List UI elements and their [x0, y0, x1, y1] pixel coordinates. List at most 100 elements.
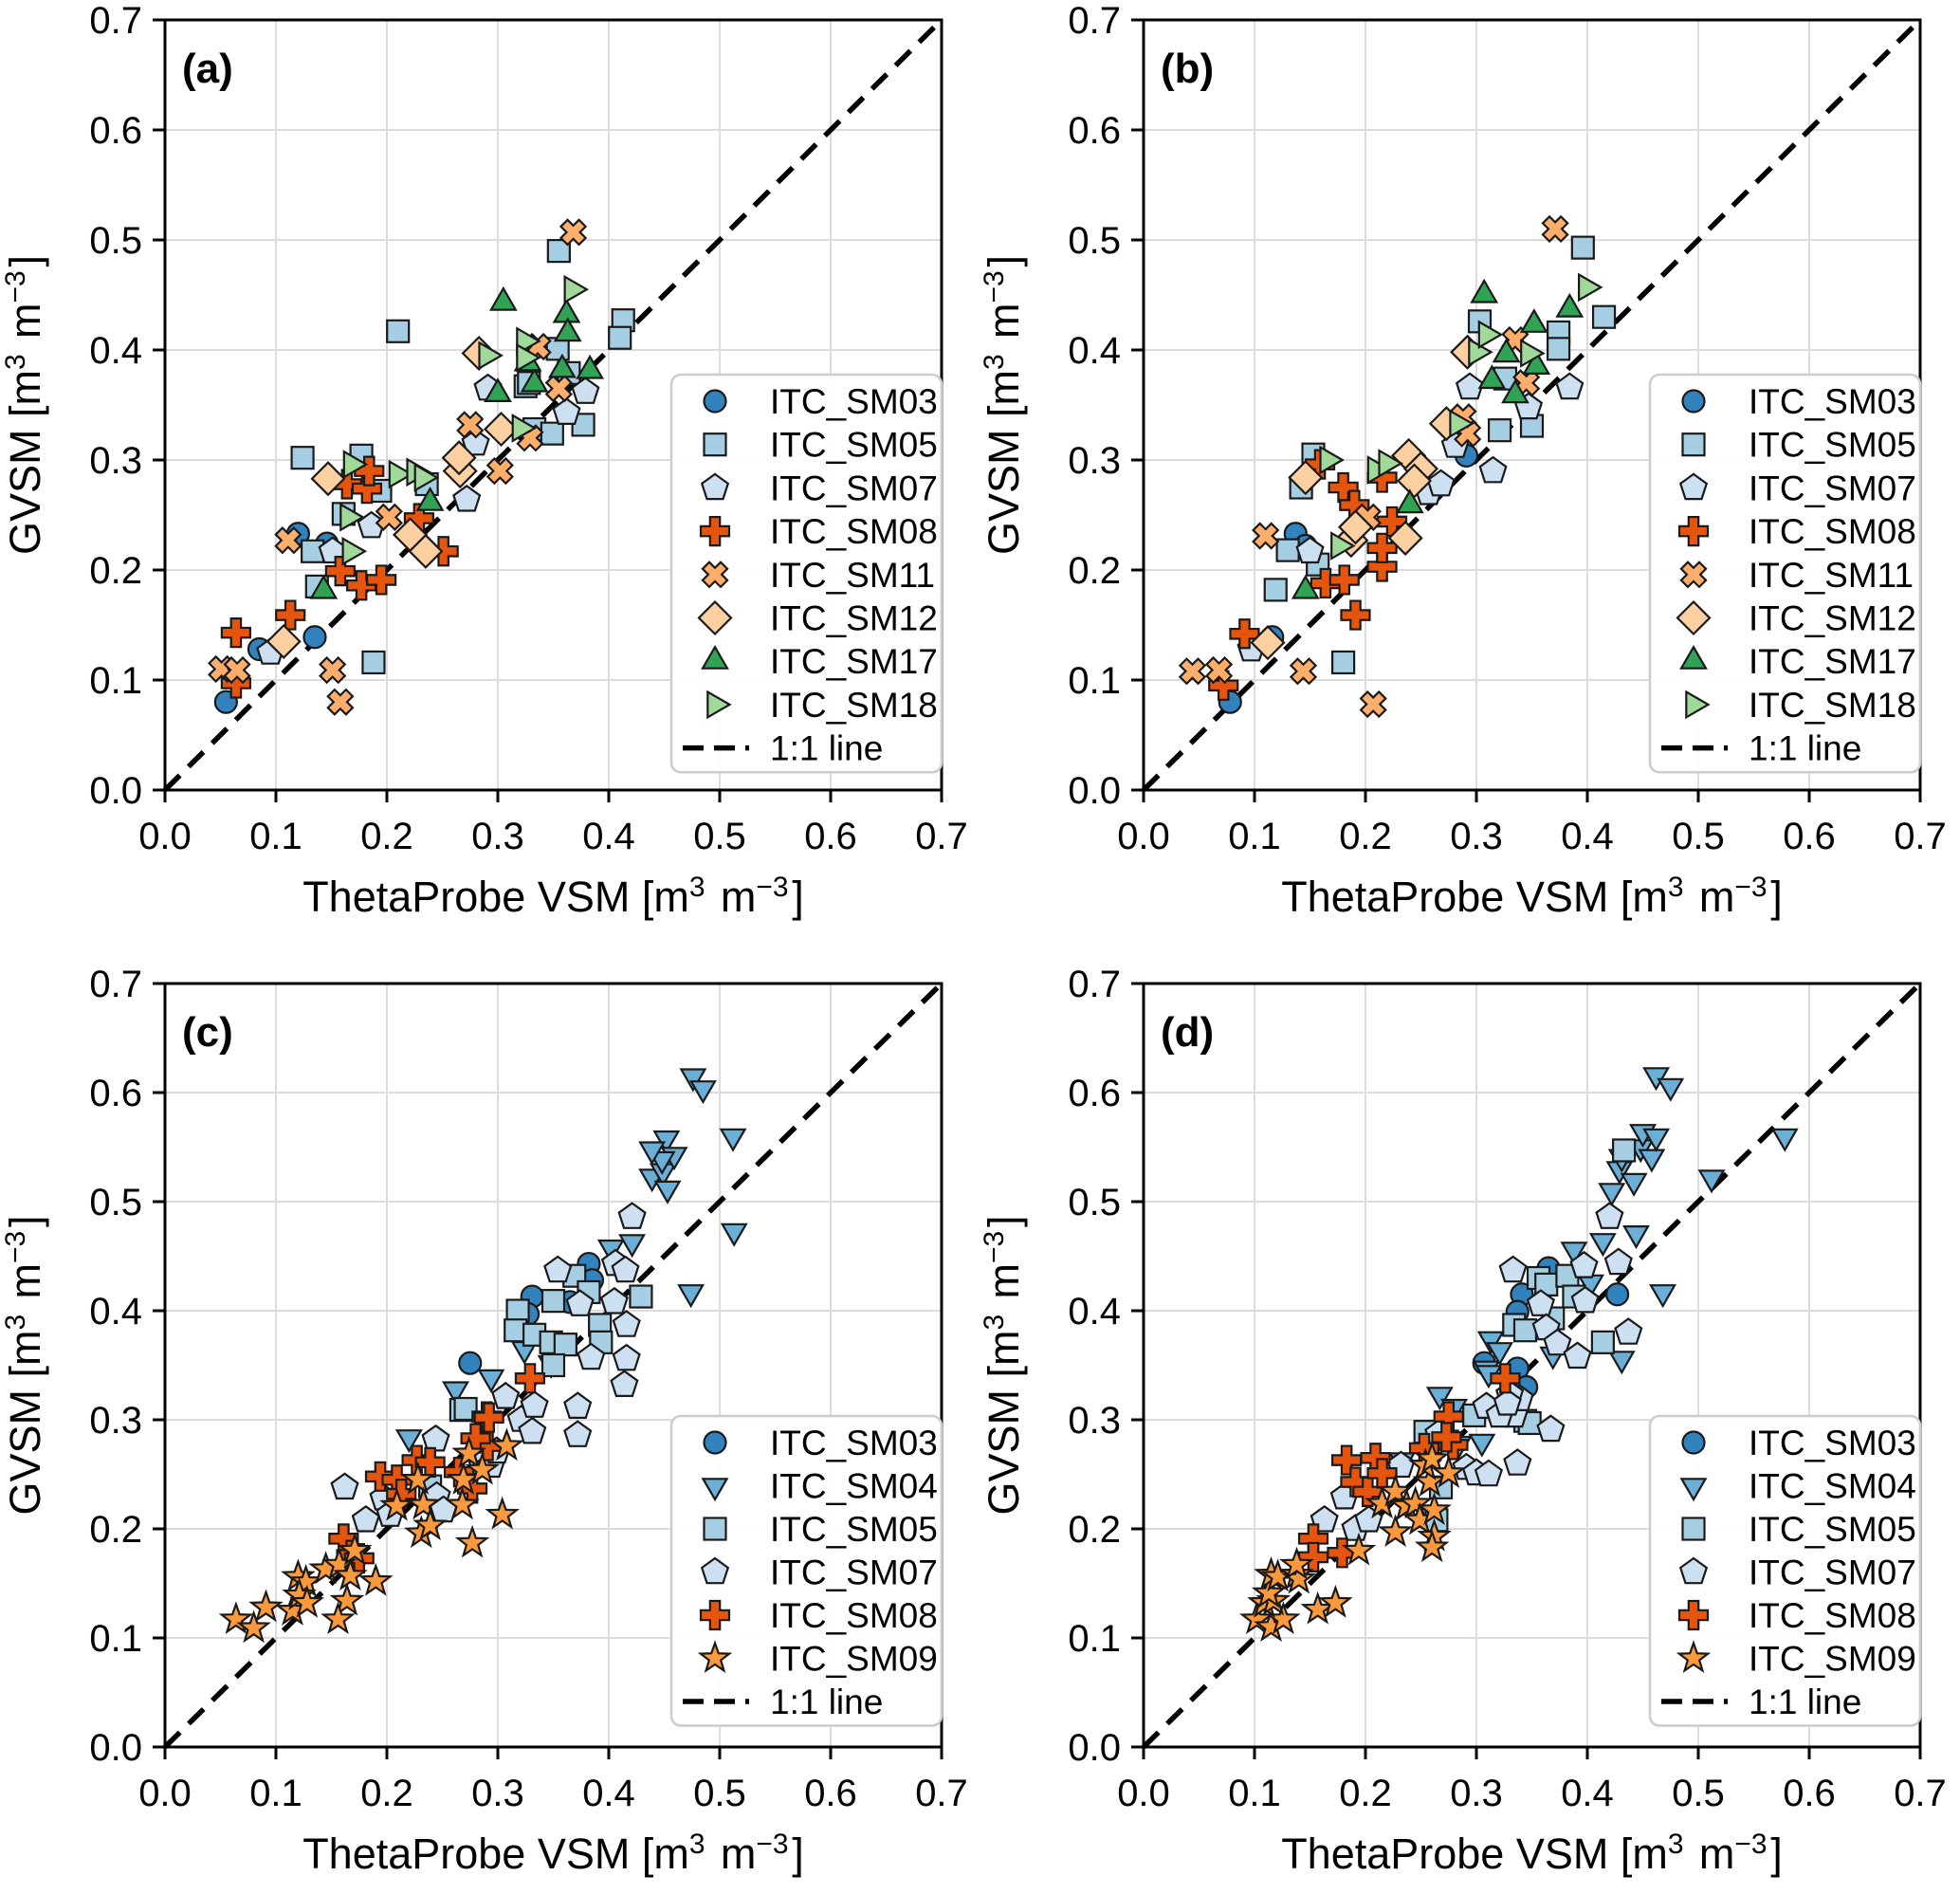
legend-item-itc-sm04: ITC_SM04 — [1679, 1467, 1916, 1506]
data-point — [1477, 364, 1507, 390]
y-tick-label: 0.2 — [1068, 550, 1121, 592]
data-point — [1359, 690, 1387, 719]
data-point — [473, 1402, 504, 1433]
data-point — [321, 1601, 356, 1635]
pentagon-marker-icon — [1678, 1556, 1709, 1585]
data-point — [485, 1496, 521, 1530]
series-ITC_SM07 — [1310, 1202, 1643, 1541]
data-point — [488, 1427, 524, 1462]
data-point — [342, 450, 369, 480]
y-tick-label: 0.7 — [1068, 0, 1121, 42]
legend-label: ITC_SM11 — [1749, 556, 1914, 595]
x-tick-label: 0.2 — [1339, 1773, 1392, 1814]
legend-label: ITC_SM08 — [1749, 1596, 1916, 1635]
x-tick-label: 0.0 — [1117, 816, 1170, 857]
legend-item-itc-sm17: ITC_SM17 — [701, 642, 938, 681]
data-point — [1208, 670, 1239, 701]
data-point — [1492, 338, 1521, 363]
x-tick-label: 0.0 — [138, 1773, 192, 1814]
data-point — [1295, 536, 1325, 564]
legend-label: ITC_SM08 — [770, 1596, 938, 1635]
data-point — [610, 1370, 639, 1398]
data-point — [460, 1423, 491, 1454]
data-point — [1378, 1473, 1413, 1507]
x-axis-label: ThetaProbe VSM [m3 m−3 ] — [1281, 1829, 1783, 1878]
data-point — [653, 1180, 682, 1204]
x-tick-label: 0.0 — [138, 816, 192, 857]
legend-label: ITC_SM05 — [770, 1510, 938, 1549]
legend-item-itc-sm11: ITC_SM11 — [701, 556, 935, 595]
series-ITC_SM08 — [1297, 1363, 1521, 1572]
data-point — [1697, 1169, 1726, 1194]
data-point — [220, 617, 251, 649]
data-point — [1612, 1138, 1637, 1163]
triangle-up-marker-icon — [1679, 645, 1708, 670]
panel-b: 0.00.0 0.1 0.1 0.2 0.2 0.3 0.3 0.4 0.4 0.5 0.5 0.6 0… — [979, 0, 1947, 921]
axis-ticks: 0.00.0 0.1 0.1 0.2 0.2 0.3 0.3 0.4 0.4 0.5 0.5 0.6 0… — [1068, 964, 1946, 1814]
x-tick-label: 0.7 — [915, 816, 968, 857]
data-point — [491, 1381, 521, 1409]
diamond-marker-icon — [1676, 599, 1712, 636]
data-point — [1291, 574, 1320, 599]
data-point — [1657, 1077, 1685, 1102]
legend-label: ITC_SM18 — [770, 686, 938, 725]
legend-item-1-1-line: 1:1 line — [1661, 1683, 1861, 1721]
diamond-marker-icon — [697, 599, 733, 636]
data-point — [1503, 1448, 1532, 1476]
legend-label: ITC_SM04 — [770, 1467, 938, 1506]
data-point — [1250, 625, 1286, 661]
series-ITC_SM07 — [330, 1202, 647, 1533]
panel-d: 0.00.0 0.1 0.1 0.2 0.2 0.3 0.3 0.4 0.4 0.5 0.5 0.6 0… — [979, 964, 1947, 1878]
data-point — [454, 1524, 490, 1558]
data-point — [1498, 1255, 1528, 1283]
data-point — [1604, 1282, 1630, 1307]
data-point — [1588, 1233, 1617, 1258]
legend-label: ITC_SM08 — [1749, 512, 1916, 551]
data-point — [540, 421, 564, 446]
legend-label: ITC_SM03 — [770, 1424, 938, 1462]
y-tick-label: 0.5 — [1068, 220, 1121, 262]
data-point — [1378, 1514, 1413, 1548]
legend-label: 1:1 line — [1749, 729, 1861, 768]
legend-item-1-1-line: 1:1 line — [683, 729, 883, 768]
legend-item-itc-sm12: ITC_SM12 — [1676, 599, 1916, 638]
data-point — [1204, 655, 1234, 685]
x-tick-label: 0.4 — [582, 1773, 635, 1814]
data-point — [302, 625, 327, 650]
data-point — [1251, 1574, 1287, 1609]
data-point — [484, 377, 512, 402]
data-point — [1536, 1414, 1566, 1443]
data-point — [1541, 214, 1569, 244]
data-point — [1431, 1455, 1467, 1488]
data-point — [223, 655, 251, 685]
x-marker-icon — [1679, 561, 1708, 589]
legend-item-itc-sm03: ITC_SM03 — [703, 382, 938, 421]
circle-marker-icon — [1681, 389, 1706, 414]
data-point — [408, 533, 444, 569]
data-point — [412, 1507, 448, 1541]
data-point — [1289, 657, 1318, 686]
legend-item-itc-sm07: ITC_SM07 — [1678, 469, 1916, 507]
plot-border — [163, 982, 943, 1749]
data-point — [1607, 1351, 1636, 1375]
pentagon-marker-icon — [700, 472, 730, 501]
x-tick-label: 0.4 — [582, 816, 635, 857]
data-point — [1395, 488, 1424, 514]
data-point — [1318, 1584, 1353, 1618]
data-point — [1398, 1485, 1434, 1519]
legend-label: ITC_SM07 — [1749, 1554, 1916, 1592]
data-point — [453, 1396, 478, 1422]
data-point — [1414, 1529, 1450, 1563]
data-point — [617, 1202, 647, 1229]
data-point — [1378, 449, 1403, 478]
data-point — [400, 1462, 436, 1495]
data-point — [611, 1255, 640, 1283]
data-point — [421, 1424, 450, 1452]
data-point — [339, 502, 365, 532]
legend-item-itc-sm04: ITC_SM04 — [701, 1467, 938, 1506]
data-point — [1330, 650, 1356, 675]
series-ITC_SM11 — [208, 218, 588, 716]
data-point — [333, 1557, 368, 1591]
data-point — [546, 239, 571, 264]
